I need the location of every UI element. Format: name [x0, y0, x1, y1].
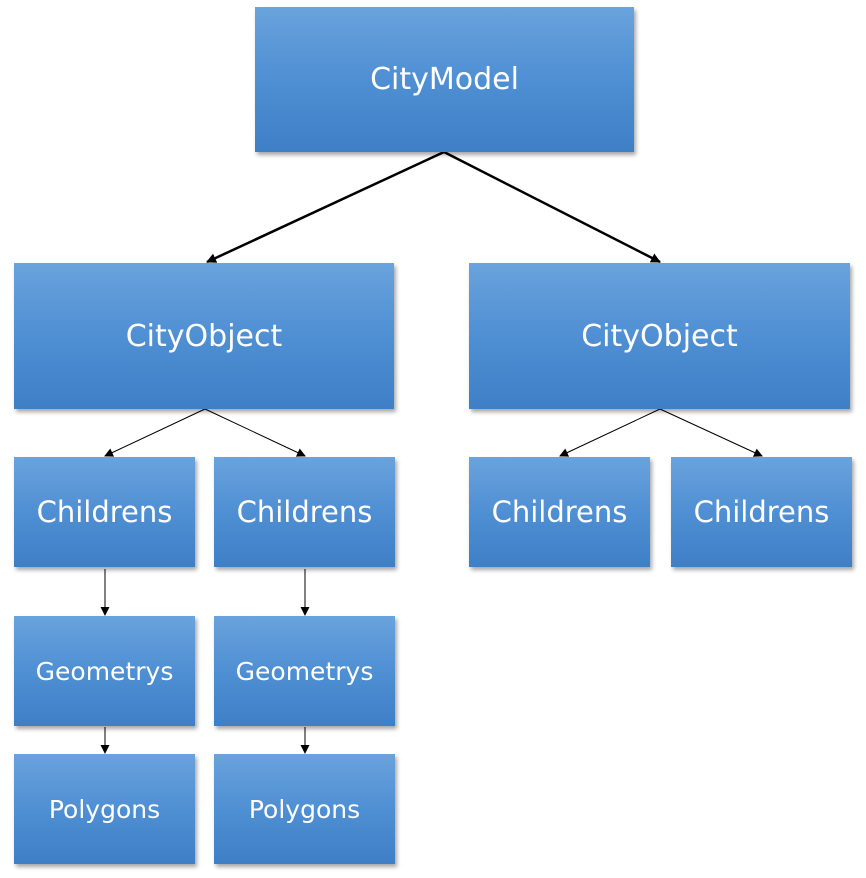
geometrys-label: Geometrys [235, 656, 374, 686]
city-model-node: CityModel [255, 7, 634, 152]
geometrys-node-2: Geometrys [214, 616, 395, 726]
polygons-node-1: Polygons [14, 754, 195, 864]
city-object-label: CityObject [581, 318, 738, 354]
connector-model-to-object-right [443, 150, 661, 264]
childrens-label: Childrens [693, 495, 830, 529]
polygons-label: Polygons [48, 794, 161, 824]
polygons-label: Polygons [248, 794, 361, 824]
childrens-node-4: Childrens [671, 457, 852, 567]
polygons-node-2: Polygons [214, 754, 395, 864]
childrens-node-3: Childrens [469, 457, 650, 567]
childrens-node-1: Childrens [14, 457, 195, 567]
childrens-label: Childrens [491, 495, 628, 529]
city-object-node-left: CityObject [14, 263, 394, 409]
childrens-label: Childrens [236, 495, 373, 529]
connector-object-right-to-children-3 [559, 408, 661, 457]
city-model-label: CityModel [370, 62, 519, 97]
connector-object-right-to-children-4 [659, 408, 763, 457]
childrens-node-2: Childrens [214, 457, 395, 567]
connector-model-to-object-left [206, 150, 445, 264]
geometrys-label: Geometrys [35, 656, 174, 686]
city-object-label: CityObject [125, 318, 283, 354]
childrens-label: Childrens [36, 495, 173, 529]
city-object-node-right: CityObject [469, 263, 850, 409]
connector-object-left-to-children-2 [204, 408, 306, 457]
connector-object-left-to-children-1 [104, 408, 206, 457]
geometrys-node-1: Geometrys [14, 616, 195, 726]
